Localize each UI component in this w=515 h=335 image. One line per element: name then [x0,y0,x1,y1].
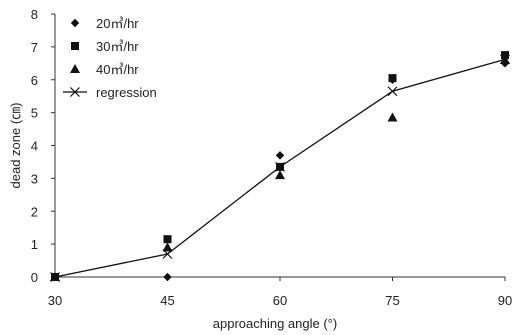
legend-marker-diamond [70,18,80,28]
data-point-x [162,249,173,259]
y-tick-label: 0 [31,270,38,285]
data-point-x [387,86,398,97]
series-layer [50,51,510,282]
data-point-x [275,161,285,172]
legend-label: 20㎥/hr [96,16,139,31]
data-point-triangle [162,242,173,252]
x-tick-label: 90 [498,293,512,308]
y-tick-label: 4 [31,139,38,154]
y-tick-label: 8 [31,7,38,22]
data-point-x [50,272,60,282]
legend-marker-x [70,87,80,97]
x-marker-stroke [275,161,285,172]
legend-label: regression [96,85,157,100]
y-tick-label: 1 [31,237,38,252]
legend-marker-triangle [70,64,80,73]
y-tick-label: 7 [31,40,38,55]
legend-label: 40㎥/hr [96,62,139,77]
data-point-square [388,74,397,83]
x-tick-label: 75 [385,293,399,308]
x-tick-label: 60 [273,293,287,308]
legend-marker-square [71,42,79,50]
legend-item: regression [63,85,157,100]
x-tick-label: 30 [48,293,62,308]
x-marker-stroke [500,54,510,65]
x-marker-stroke [162,249,173,259]
data-point-square [163,235,172,244]
legend-item: 40㎥/hr [70,62,139,77]
legend-item: 20㎥/hr [70,16,139,31]
data-point-diamond [275,151,285,160]
x-marker-stroke [387,86,398,97]
y-tick-label: 3 [31,171,38,186]
data-point-triangle [275,170,285,180]
x-marker-stroke [70,87,80,97]
data-point-x [500,54,510,65]
legend: 20㎥/hr 30㎥/hr 40㎥/hr regression [63,16,157,100]
x-marker-stroke [50,272,60,282]
x-tick-label: 45 [160,293,174,308]
x-axis-title: approaching angle (°) [213,316,337,331]
y-axis-title: dead zone (㎝) [8,103,23,189]
y-tick-label: 5 [31,106,38,121]
data-point-triangle [387,112,398,122]
data-point-diamond [163,272,172,282]
legend-label: 30㎥/hr [96,39,139,54]
y-tick-label: 2 [31,204,38,219]
y-tick-label: 6 [31,73,38,88]
legend-item: 30㎥/hr [71,39,139,54]
series-x [50,54,510,282]
